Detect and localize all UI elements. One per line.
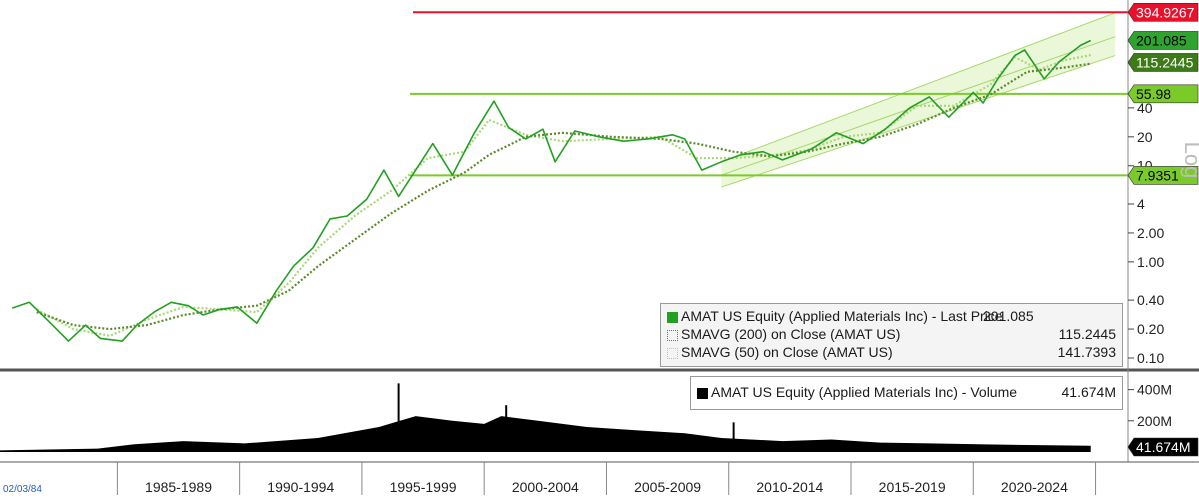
volume-tick-label-0: 400M	[1137, 382, 1172, 398]
legend-value-volume: 41.674M	[1061, 384, 1116, 400]
trend-channel-fill	[721, 12, 1116, 188]
price-tick-label-1: 0.20	[1137, 321, 1164, 337]
legend-swatch-smavg200	[667, 330, 678, 341]
legend-row-smavg50: SMAVG (50) on Close (AMAT US) 141.7393	[661, 344, 1122, 362]
trend-channel-upper	[721, 12, 1116, 163]
x-period-label-1: 1990-1994	[267, 479, 334, 495]
legend-label-smavg50: SMAVG (50) on Close (AMAT US)	[681, 344, 893, 360]
value-badge-label-2: 115.2445	[1136, 54, 1194, 70]
series-line-0	[11, 39, 1092, 342]
price-series	[11, 39, 1092, 342]
value-badge-label-3: 55.98	[1136, 86, 1171, 102]
legend-swatch-last-price	[667, 312, 678, 323]
value-badge-label-4: 7.9351	[1136, 167, 1179, 183]
legend-value-smavg200: 115.2445	[1058, 326, 1116, 342]
value-badge-5	[1127, 437, 1199, 457]
legend-label-volume: AMAT US Equity (Applied Materials Inc) -…	[711, 384, 1018, 400]
x-period-label-0: 1985-1989	[145, 479, 212, 495]
value-badge-4	[1127, 166, 1199, 185]
series-line-2	[36, 54, 1091, 337]
trend-channel-middle	[721, 36, 1116, 176]
value-badges: 394.9267 201.085 115.2445 55.98 7.9351 41.674…	[1127, 2, 1199, 457]
value-badge-0	[1127, 2, 1199, 22]
price-legend: AMAT US Equity (Applied Materials Inc) -…	[660, 303, 1123, 367]
legend-label-smavg200: SMAVG (200) on Close (AMAT US)	[681, 326, 901, 342]
legend-value-smavg50: 141.7393	[1057, 344, 1116, 360]
value-badge-label-0: 394.9267	[1136, 4, 1195, 20]
value-badge-1	[1127, 31, 1199, 50]
value-badge-label-5: 41.674M	[1136, 439, 1190, 455]
x-period-label-7: 2020-2024	[1001, 479, 1068, 495]
trend-channel-lower	[721, 55, 1116, 188]
volume-area	[0, 416, 1091, 452]
x-period-label-3: 2000-2004	[512, 479, 579, 495]
legend-row-smavg200: SMAVG (200) on Close (AMAT US) 115.2445	[661, 326, 1122, 344]
price-tick-label-2: 0.40	[1137, 292, 1164, 308]
price-tick-label-0: 0.10	[1137, 350, 1164, 366]
legend-swatch-smavg50	[667, 348, 678, 359]
value-badge-3	[1127, 84, 1199, 104]
x-period-label-4: 2005-2009	[634, 479, 701, 495]
x-period-label-5: 2010-2014	[756, 479, 823, 495]
price-tick-label-3: 1.00	[1137, 254, 1164, 270]
y-axis-label: Log	[1180, 142, 1199, 179]
price-tick-label-7: 20	[1137, 129, 1153, 145]
legend-row-last-price: AMAT US Equity (Applied Materials Inc) -…	[661, 308, 1122, 326]
value-badge-label-1: 201.085	[1136, 32, 1187, 48]
horizontal-lines	[410, 11, 1128, 177]
legend-label-last-price: AMAT US Equity (Applied Materials Inc) -…	[681, 308, 1003, 324]
price-tick-label-4: 2.00	[1137, 225, 1164, 241]
legend-swatch-volume	[697, 388, 708, 399]
legend-row-volume: AMAT US Equity (Applied Materials Inc) -…	[691, 384, 1122, 402]
x-start-label: 02/03/84	[3, 484, 42, 495]
x-period-label-6: 2015-2019	[879, 479, 946, 495]
legend-value-last-price: 201.085	[983, 308, 1034, 324]
x-period-label-2: 1995-1999	[390, 479, 457, 495]
trend-channel	[721, 12, 1116, 188]
value-badge-2	[1127, 53, 1199, 72]
price-tick-label-5: 4	[1137, 196, 1145, 212]
volume-bars	[0, 383, 1091, 452]
price-tick-label-8: 40	[1137, 100, 1153, 116]
volume-legend: AMAT US Equity (Applied Materials Inc) -…	[690, 376, 1123, 410]
series-line-1	[36, 62, 1091, 331]
volume-tick-label-1: 200M	[1137, 413, 1172, 429]
